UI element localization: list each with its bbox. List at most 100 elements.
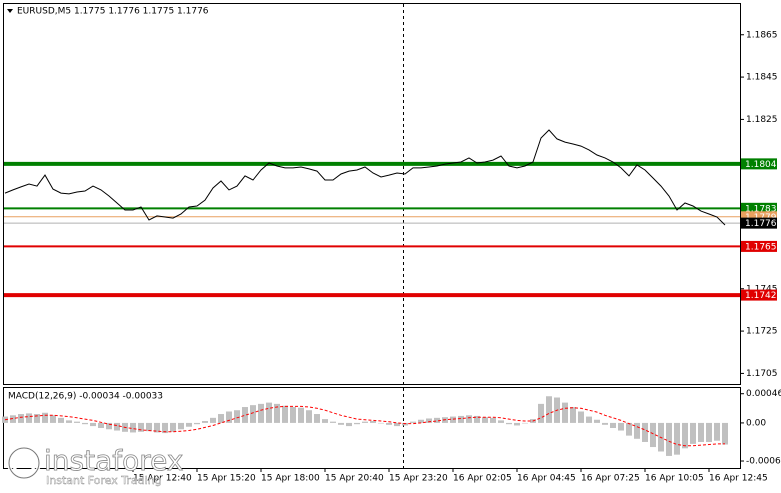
- macd-bar: [682, 422, 688, 449]
- macd-bar: [234, 410, 240, 423]
- level-label-box: [741, 158, 777, 170]
- level-label: 1.1804: [745, 160, 777, 170]
- macd-bar: [58, 417, 64, 423]
- macd-bar: [482, 417, 488, 423]
- macd-bar: [418, 419, 424, 423]
- macd-bar: [26, 413, 32, 423]
- level-label-box: [741, 202, 777, 214]
- y-tick-label: 1.1825: [746, 115, 778, 125]
- macd-bar: [666, 422, 672, 456]
- macd-bar: [154, 422, 160, 433]
- level-label: 1.1776: [745, 219, 777, 229]
- macd-bar: [186, 422, 192, 427]
- macd-bar: [370, 421, 376, 423]
- macd-bar: [514, 422, 520, 426]
- macd-bar: [490, 417, 496, 423]
- macd-bar: [274, 403, 280, 423]
- brand: instaforex: [44, 444, 183, 477]
- macd-bar: [402, 422, 408, 426]
- x-tick-label: 15 Apr 12:40: [133, 474, 192, 484]
- macd-bar: [426, 418, 432, 423]
- macd-bar: [298, 407, 304, 423]
- level-label: 1.1742: [745, 291, 777, 301]
- macd-bar: [98, 422, 104, 428]
- y-tick-label: 1.1745: [746, 284, 778, 294]
- macd-bar: [2, 416, 8, 423]
- macd-bar: [362, 421, 368, 423]
- y-tick-label: 0.00046: [746, 389, 781, 399]
- macd-bar: [162, 422, 168, 434]
- macd-bar: [42, 412, 48, 423]
- y-tick-label: 1.1865: [746, 30, 778, 40]
- macd-bar: [546, 396, 552, 423]
- macd-bar: [586, 416, 592, 423]
- x-tick-label: 15 Apr 15:20: [197, 474, 256, 484]
- macd-bar: [130, 422, 136, 433]
- level-label-box: [741, 211, 777, 223]
- macd-bar: [570, 407, 576, 423]
- macd-bar: [66, 420, 72, 423]
- macd-bar: [258, 403, 264, 423]
- macd-bar: [698, 422, 704, 442]
- macd-bar: [618, 422, 624, 431]
- macd-bar: [250, 405, 256, 423]
- level-label-box: [741, 289, 777, 301]
- x-tick-label: 16 Apr 04:45: [517, 474, 576, 484]
- macd-bar: [706, 422, 712, 442]
- macd-bar: [170, 422, 176, 432]
- macd-bar: [634, 422, 640, 439]
- macd-bar: [106, 422, 112, 430]
- macd-bar: [226, 411, 232, 423]
- macd-bar: [674, 422, 680, 455]
- x-tick-label: 15 Apr 20:40: [325, 474, 384, 484]
- macd-bar: [178, 422, 184, 430]
- macd-bar: [434, 417, 440, 423]
- macd-bar: [338, 422, 344, 425]
- macd-bar: [578, 411, 584, 423]
- macd-bar: [194, 422, 200, 425]
- macd-bar: [522, 422, 528, 424]
- macd-bar: [538, 403, 544, 423]
- x-tick-label: 15 Apr 18:00: [261, 474, 320, 484]
- macd-bar: [218, 414, 224, 423]
- macd-bar: [378, 422, 384, 424]
- macd-bar: [346, 422, 352, 427]
- macd-bar: [34, 414, 40, 423]
- macd-bar: [690, 422, 696, 444]
- macd-bar: [290, 407, 296, 423]
- macd-bar: [282, 405, 288, 423]
- macd-bar: [506, 422, 512, 425]
- macd-bar: [594, 419, 600, 423]
- level-label: 1.1765: [745, 242, 777, 252]
- macd-bar: [714, 422, 720, 441]
- macd-bar: [450, 416, 456, 423]
- level-label: 1.1783: [745, 204, 777, 214]
- macd-bar: [314, 414, 320, 423]
- macd-bar: [602, 422, 608, 425]
- macd-bar: [90, 422, 96, 427]
- y-tick-label: 1.1705: [746, 369, 778, 379]
- macd-bar: [138, 422, 144, 432]
- price-panel: [3, 3, 741, 385]
- chart-title: EURUSD,M5 1.1775 1.1776 1.1775 1.1776: [17, 7, 209, 17]
- macd-bar: [498, 420, 504, 423]
- x-tick-label: 15 Apr 23:20: [389, 474, 448, 484]
- price-line: [4, 129, 726, 226]
- macd-bar: [82, 422, 88, 425]
- macd-bar: [114, 422, 120, 431]
- x-tick-label: 16 Apr 07:25: [581, 474, 640, 484]
- y-tick-label: 1.1725: [746, 327, 778, 337]
- menu-arrow: [7, 9, 13, 13]
- macd-bar: [202, 421, 208, 423]
- macd-bar: [642, 422, 648, 442]
- macd-bar: [74, 421, 80, 423]
- macd-title: MACD(12,26,9) -0.00034 -0.00033: [8, 392, 163, 402]
- macd-bar: [722, 422, 728, 445]
- macd-bar: [394, 422, 400, 427]
- level-label-box: [741, 217, 777, 229]
- macd-bar: [650, 422, 656, 448]
- signal-line: [4, 405, 725, 447]
- macd-bar: [306, 410, 312, 423]
- macd-panel: [3, 387, 741, 469]
